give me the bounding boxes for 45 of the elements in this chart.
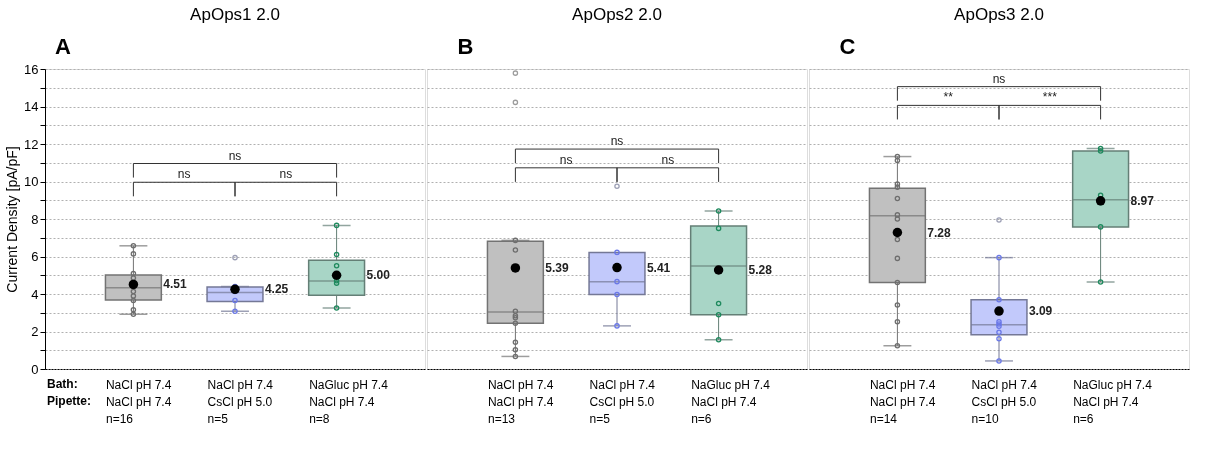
text: Pipette: bbox=[47, 394, 92, 408]
y-tick-label: 10 bbox=[24, 174, 39, 189]
text: Bath: bbox=[47, 377, 78, 391]
y-tick-label: 2 bbox=[31, 324, 39, 339]
y-tick-label: 4 bbox=[31, 286, 39, 302]
x-tick-label: NaGluc pH 7.4 NaCl pH 7.4 n=6 bbox=[691, 377, 771, 426]
annotation: *** bbox=[1042, 90, 1058, 105]
x-tick-label: NaCl pH 7.4 CsCl pH 5.0 n=5 bbox=[589, 377, 656, 426]
y-tick-label: 8 bbox=[31, 211, 39, 227]
y-tick-label: 16 bbox=[24, 61, 39, 77]
y-tick-label: 6 bbox=[31, 249, 39, 264]
x-tick-label: NaGluc pH 7.4 NaCl pH 7.4 n=6 bbox=[1073, 377, 1153, 426]
y-tick-label: 0 bbox=[31, 361, 39, 377]
y-tick-label: 12 bbox=[24, 136, 39, 152]
annotation: 5.41 bbox=[646, 260, 671, 275]
annotation: 5.28 bbox=[748, 263, 773, 277]
annotation: 7.28 bbox=[927, 225, 952, 240]
annotation: ns bbox=[992, 71, 1006, 86]
x-tick-label: NaCl pH 7.4 NaCl pH 7.4 n=14 bbox=[869, 377, 936, 426]
annotation: 4.51 bbox=[163, 277, 188, 292]
y-axis-title: Current Density [pA/pF] bbox=[4, 146, 21, 293]
annotation: 5.00 bbox=[366, 268, 391, 283]
annotation: 3.09 bbox=[1028, 304, 1053, 319]
x-tick-label: NaCl pH 7.4 NaCl pH 7.4 n=13 bbox=[487, 377, 554, 426]
text: A bbox=[55, 34, 71, 59]
x-tick-label: NaCl pH 7.4 NaCl pH 7.4 n=16 bbox=[105, 377, 172, 426]
annotation: 8.97 bbox=[1130, 193, 1155, 208]
text: B bbox=[457, 34, 474, 59]
chart-title: ApOps1 2.0 bbox=[190, 5, 280, 24]
y-tick-label: 14 bbox=[24, 99, 39, 114]
annotation: ns bbox=[559, 152, 573, 167]
annotation: ns bbox=[279, 167, 293, 182]
annotation: 5.39 bbox=[545, 260, 570, 275]
x-tick-label: NaGluc pH 7.4 NaCl pH 7.4 n=8 bbox=[309, 377, 389, 426]
annotation: ** bbox=[943, 90, 954, 105]
text: C bbox=[839, 34, 856, 59]
x-tick-label: NaCl pH 7.4 CsCl pH 5.0 n=10 bbox=[971, 377, 1038, 426]
annotation: ns bbox=[177, 167, 191, 182]
chart-title: ApOps3 2.0 bbox=[954, 5, 1044, 24]
annotation: ns bbox=[661, 152, 675, 167]
x-tick-label: NaCl pH 7.4 CsCl pH 5.0 n=5 bbox=[207, 377, 274, 426]
annotation: ns bbox=[228, 148, 242, 163]
annotation: ns bbox=[610, 134, 624, 149]
annotation: 4.25 bbox=[264, 282, 289, 297]
chart-title: ApOps2 2.0 bbox=[572, 5, 662, 24]
